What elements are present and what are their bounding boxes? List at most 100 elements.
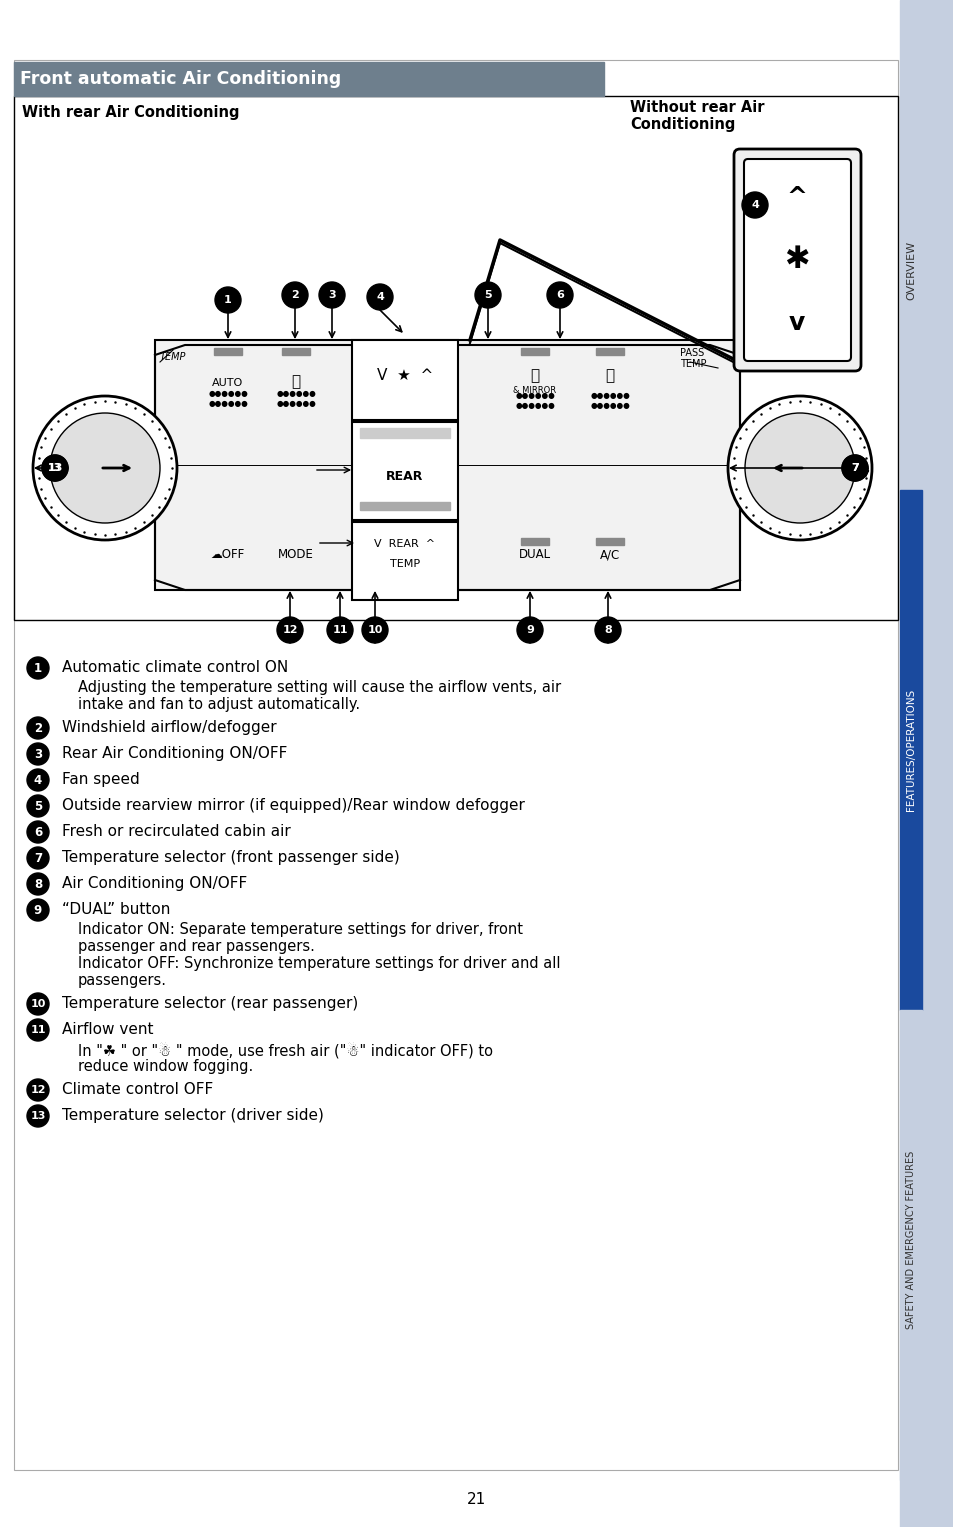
Text: ^: ^ xyxy=(785,185,806,209)
Circle shape xyxy=(595,617,620,643)
Text: Front automatic Air Conditioning: Front automatic Air Conditioning xyxy=(20,70,341,89)
Text: Outside rearview mirror (if equipped)/Rear window defogger: Outside rearview mirror (if equipped)/Re… xyxy=(62,799,524,812)
Text: FEATURES/OPERATIONS: FEATURES/OPERATIONS xyxy=(905,689,915,811)
Text: V  ★  ^: V ★ ^ xyxy=(376,368,433,382)
Text: passengers.: passengers. xyxy=(78,973,167,988)
Text: 10: 10 xyxy=(367,625,382,635)
Text: In "☘ " or "☃ " mode, use fresh air ("☃" indicator OFF) to: In "☘ " or "☃ " mode, use fresh air ("☃"… xyxy=(78,1041,493,1058)
Text: 12: 12 xyxy=(282,625,297,635)
Circle shape xyxy=(27,873,49,895)
Text: AUTO: AUTO xyxy=(213,379,243,388)
Bar xyxy=(520,538,548,545)
Circle shape xyxy=(27,657,49,680)
Text: 9: 9 xyxy=(525,625,534,635)
Text: A/C: A/C xyxy=(599,548,619,560)
Bar xyxy=(596,348,623,354)
Text: 4: 4 xyxy=(34,774,42,786)
Text: 7: 7 xyxy=(34,852,42,864)
Text: Without rear Air
Conditioning: Without rear Air Conditioning xyxy=(629,99,763,133)
Text: 11: 11 xyxy=(332,625,348,635)
Bar xyxy=(213,348,242,354)
Circle shape xyxy=(327,617,353,643)
Text: 12: 12 xyxy=(30,1086,46,1095)
Text: Temperature selector (front passenger side): Temperature selector (front passenger si… xyxy=(62,851,399,864)
Bar xyxy=(596,538,623,545)
Circle shape xyxy=(33,395,177,541)
Text: 9: 9 xyxy=(34,904,42,916)
Text: ●●●●●●: ●●●●●● xyxy=(208,399,248,408)
Bar xyxy=(352,341,457,420)
Circle shape xyxy=(27,770,49,791)
Bar xyxy=(282,348,310,354)
Bar xyxy=(921,0,953,1527)
Circle shape xyxy=(27,796,49,817)
Text: DUAL: DUAL xyxy=(518,548,551,560)
Text: ⛔: ⛔ xyxy=(291,374,300,389)
Text: 6: 6 xyxy=(556,290,563,299)
Text: Indicator OFF: Synchronize temperature settings for driver and all: Indicator OFF: Synchronize temperature s… xyxy=(78,956,560,971)
Circle shape xyxy=(841,455,867,481)
Text: Rear Air Conditioning ON/OFF: Rear Air Conditioning ON/OFF xyxy=(62,747,287,760)
Circle shape xyxy=(27,1106,49,1127)
Text: TEMP: TEMP xyxy=(160,353,186,362)
Text: intake and fan to adjust automatically.: intake and fan to adjust automatically. xyxy=(78,696,359,712)
Text: Windshield airflow/defogger: Windshield airflow/defogger xyxy=(62,721,276,734)
Circle shape xyxy=(744,412,854,524)
Bar xyxy=(154,341,740,589)
Circle shape xyxy=(27,1080,49,1101)
Text: ●●●●●●: ●●●●●● xyxy=(515,402,555,411)
Circle shape xyxy=(367,284,393,310)
Text: 21: 21 xyxy=(467,1492,486,1507)
Text: Air Conditioning ON/OFF: Air Conditioning ON/OFF xyxy=(62,876,247,890)
Text: 1: 1 xyxy=(34,661,42,675)
Text: SAFETY AND EMERGENCY FEATURES: SAFETY AND EMERGENCY FEATURES xyxy=(905,1151,915,1328)
Bar xyxy=(899,0,921,1527)
Text: ●●●●●●: ●●●●●● xyxy=(590,402,629,411)
Text: 8: 8 xyxy=(34,878,42,890)
Bar xyxy=(359,502,450,510)
Text: 4: 4 xyxy=(750,200,759,211)
Circle shape xyxy=(27,899,49,921)
Text: 5: 5 xyxy=(484,290,492,299)
Text: TEMP: TEMP xyxy=(679,359,706,370)
Text: 5: 5 xyxy=(34,800,42,812)
Text: ●●●●●●: ●●●●●● xyxy=(590,391,629,400)
Circle shape xyxy=(27,1019,49,1041)
Text: 3: 3 xyxy=(34,748,42,760)
FancyBboxPatch shape xyxy=(733,150,861,371)
Text: Climate control OFF: Climate control OFF xyxy=(62,1083,213,1096)
Circle shape xyxy=(42,455,68,481)
Text: “DUAL” button: “DUAL” button xyxy=(62,902,171,918)
Circle shape xyxy=(50,412,160,524)
Bar xyxy=(352,522,457,600)
Text: ●●●●●●: ●●●●●● xyxy=(208,389,248,399)
Text: 13: 13 xyxy=(48,463,63,473)
Bar xyxy=(352,421,457,521)
Text: 2: 2 xyxy=(291,290,298,299)
Text: 7: 7 xyxy=(850,463,858,473)
Text: Airflow vent: Airflow vent xyxy=(62,1022,153,1037)
Circle shape xyxy=(475,282,500,308)
Text: ☁OFF: ☁OFF xyxy=(211,548,245,560)
Text: reduce window fogging.: reduce window fogging. xyxy=(78,1060,253,1073)
Text: ●●●●●●: ●●●●●● xyxy=(275,399,315,408)
Text: MODE: MODE xyxy=(277,548,314,560)
Circle shape xyxy=(27,822,49,843)
Text: v: v xyxy=(788,312,804,334)
Text: ●●●●●●: ●●●●●● xyxy=(275,389,315,399)
Text: ●●●●●●: ●●●●●● xyxy=(515,391,555,400)
Text: REAR: REAR xyxy=(386,470,423,484)
Circle shape xyxy=(361,617,388,643)
Text: passenger and rear passengers.: passenger and rear passengers. xyxy=(78,939,314,954)
Text: ⛳: ⛳ xyxy=(530,368,539,383)
Text: Adjusting the temperature setting will cause the airflow vents, air: Adjusting the temperature setting will c… xyxy=(78,680,560,695)
Text: 7: 7 xyxy=(850,463,858,473)
Text: 🚗: 🚗 xyxy=(605,368,614,383)
Circle shape xyxy=(214,287,241,313)
Text: Fresh or recirculated cabin air: Fresh or recirculated cabin air xyxy=(62,825,291,838)
Text: 13: 13 xyxy=(49,463,62,473)
Text: Automatic climate control ON: Automatic climate control ON xyxy=(62,660,288,675)
Bar xyxy=(359,428,450,438)
Text: 2: 2 xyxy=(34,721,42,734)
Text: Indicator ON: Separate temperature settings for driver, front: Indicator ON: Separate temperature setti… xyxy=(78,922,522,938)
